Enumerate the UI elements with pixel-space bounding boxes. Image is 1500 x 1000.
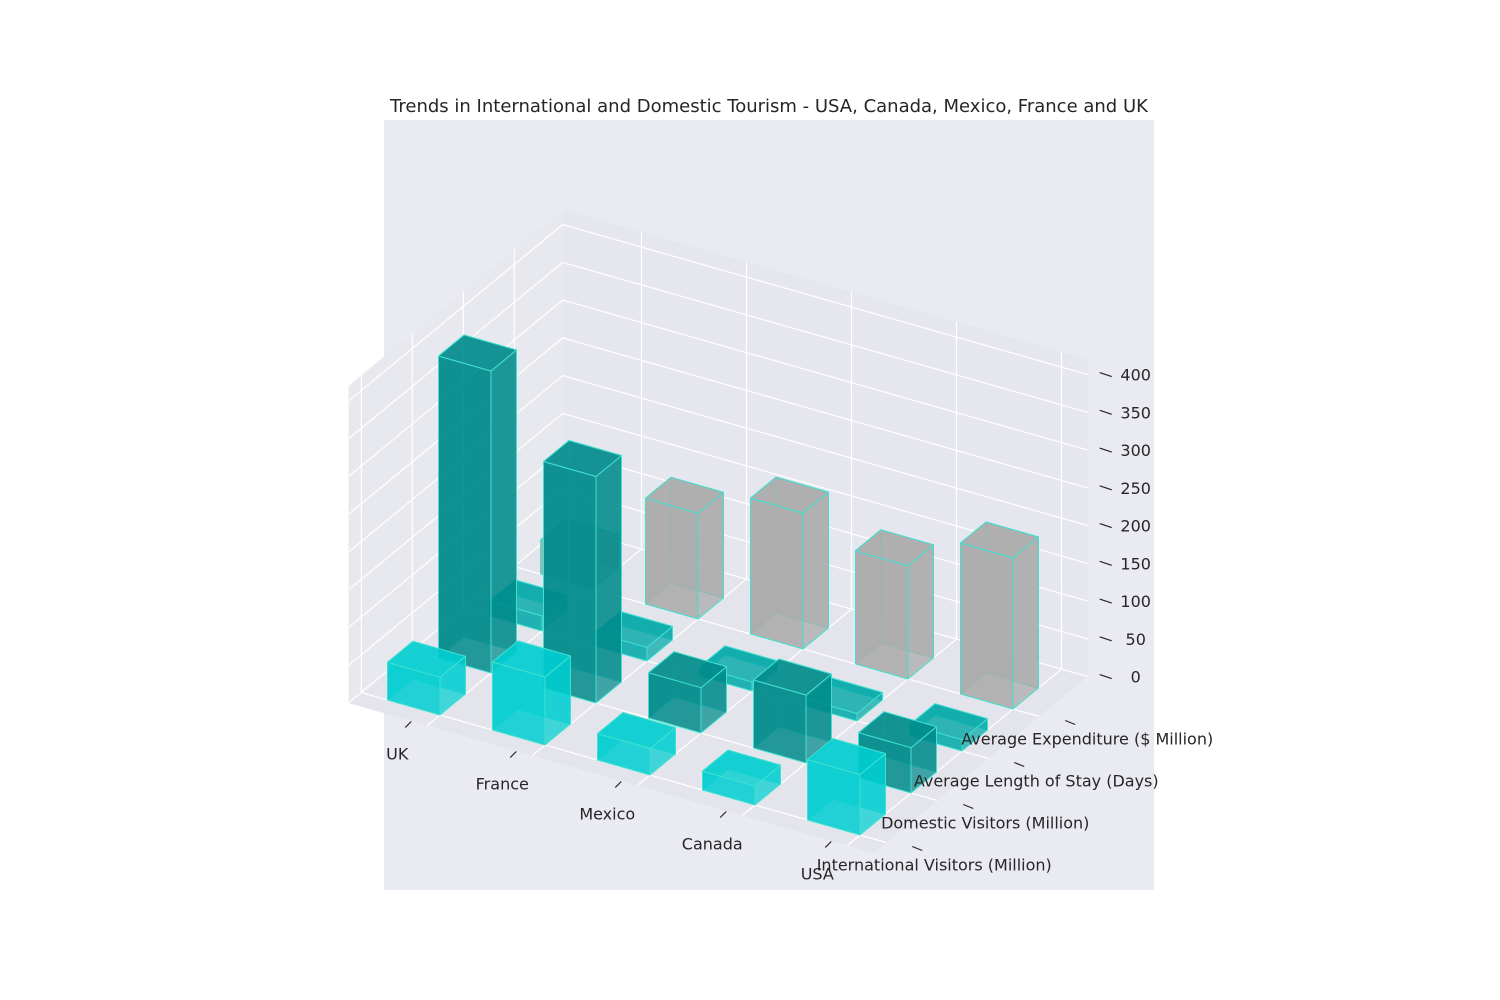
metric-tick	[912, 845, 923, 852]
metric-label: International Visitors (Million)	[817, 856, 1052, 875]
z-tick	[1099, 372, 1112, 378]
bar-mexico-3	[750, 476, 829, 650]
bar-canada-1	[753, 658, 832, 764]
category-label: UK	[386, 745, 409, 764]
category-label: Mexico	[579, 805, 635, 824]
gridline-z	[348, 223, 1088, 402]
bar-france-0	[492, 640, 571, 746]
metric-label: Average Length of Stay (Days)	[914, 772, 1159, 791]
gridline-z	[348, 374, 1088, 553]
gridline-z	[348, 412, 1088, 591]
metric-tick	[1065, 719, 1076, 726]
z-tick	[1099, 485, 1112, 491]
category-tick	[719, 811, 727, 818]
z-tick	[1099, 560, 1112, 566]
z-tick-label: 400	[1120, 366, 1151, 385]
z-tick-label: 100	[1120, 592, 1151, 611]
z-tick	[1099, 523, 1112, 529]
z-tick-label: 300	[1120, 441, 1151, 460]
metric-label: Domestic Visitors (Million)	[881, 814, 1089, 833]
gridline-z	[348, 261, 1088, 440]
category-tick	[404, 721, 412, 728]
bar-mexico-1	[648, 651, 727, 734]
bar-usa-3	[960, 521, 1039, 710]
z-tick	[1099, 447, 1112, 453]
bars	[387, 334, 1039, 836]
metric-tick	[963, 803, 974, 810]
z-tick	[1099, 409, 1112, 415]
z-tick-label: 50	[1126, 630, 1146, 649]
bar-uk-0	[387, 640, 466, 716]
bar-mexico-0	[597, 712, 676, 776]
bar-canada-0	[702, 749, 781, 806]
z-tick	[1099, 674, 1112, 680]
bar-canada-3	[855, 529, 934, 680]
metric-tick	[1014, 761, 1025, 768]
category-tick	[509, 751, 517, 758]
category-label: Canada	[682, 835, 743, 854]
metric-label: Average Expenditure ($ Million)	[961, 730, 1213, 749]
category-label: France	[476, 775, 529, 794]
z-tick-label: 200	[1120, 517, 1151, 536]
category-tick	[614, 781, 622, 788]
category-label: USA	[801, 865, 834, 884]
category-tick	[824, 841, 832, 848]
z-tick-label: 150	[1120, 554, 1151, 573]
gridline-z	[348, 337, 1088, 515]
z-tick-label: 350	[1120, 403, 1151, 422]
gridline-z	[348, 299, 1088, 477]
bar-uk-1	[438, 334, 517, 674]
z-tick-label: 250	[1120, 479, 1151, 498]
bar-france-3	[645, 476, 724, 620]
z-tick-label: 0	[1131, 668, 1141, 687]
z-tick	[1099, 636, 1112, 642]
ticks: USA Canada Mexico France UK International Vis…	[386, 366, 1213, 884]
bar-france-1	[543, 440, 622, 704]
bar-usa-0	[807, 738, 886, 836]
z-tick	[1099, 598, 1112, 604]
chart-title: Trends in International and Domestic Tou…	[389, 96, 1149, 117]
